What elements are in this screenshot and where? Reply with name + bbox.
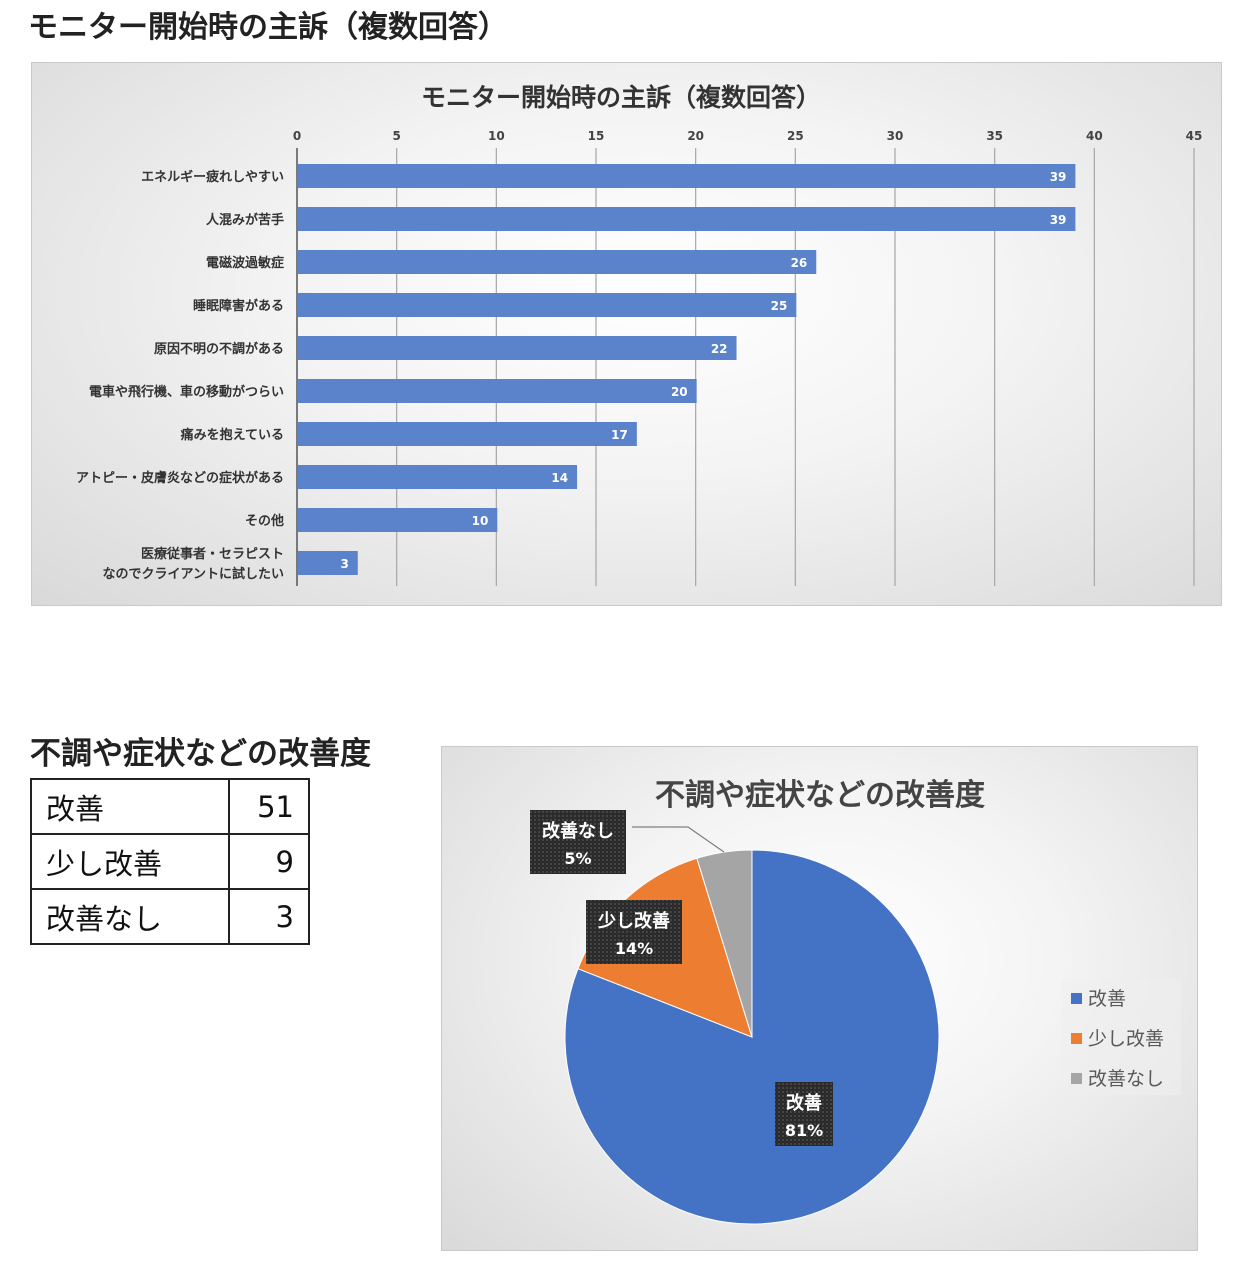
- x-tick-label: 20: [687, 129, 704, 143]
- pie-data-label-percent: 5%: [564, 849, 591, 868]
- bar: [298, 508, 498, 532]
- table-cell-label: 少し改善: [30, 833, 230, 890]
- table-cell-label: 改善: [30, 778, 230, 835]
- improvement-section-heading: 不調や症状などの改善度: [30, 736, 371, 772]
- x-tick-label: 35: [986, 129, 1003, 143]
- bar-data-label: 39: [1050, 213, 1067, 227]
- legend-swatch: [1071, 1033, 1082, 1044]
- pie-data-label-name: 改善なし: [542, 820, 614, 842]
- bar-data-label: 17: [611, 428, 628, 442]
- pie-data-label-percent: 81%: [785, 1121, 823, 1140]
- y-category-label: アトピー・皮膚炎などの症状がある: [76, 470, 284, 486]
- bar: [298, 422, 637, 446]
- y-category-label: その他: [245, 513, 284, 529]
- y-category-label: 電車や飛行機、車の移動がつらい: [89, 384, 284, 400]
- pie-data-label-box: [586, 900, 682, 964]
- table-row: 改善 51: [30, 778, 310, 835]
- pie-chart-panel: 不調や症状などの改善度 改善 81% 少し改善 14% 改善なし 5% 改善 少し改善 改善なし: [441, 746, 1198, 1251]
- legend-swatch: [1071, 1073, 1082, 1084]
- bar-data-label: 3: [340, 557, 348, 571]
- legend-label: 改善なし: [1088, 1068, 1164, 1090]
- pie-data-label-name: 改善: [786, 1092, 822, 1114]
- y-category-label: 電磁波過敏症: [206, 255, 284, 271]
- y-category-label: 痛みを抱えている: [180, 427, 284, 443]
- bar-chart-panel: モニター開始時の主訴（複数回答） 0 5 10 15 20 25 30 35 40 45 39 エネル…: [31, 62, 1222, 606]
- y-category-label: なのでクライアントに試したい: [103, 566, 284, 582]
- x-tick-label: 5: [392, 129, 400, 143]
- improvement-table: 改善 51 少し改善 9 改善なし 3: [30, 778, 310, 945]
- bar-chart: モニター開始時の主訴（複数回答） 0 5 10 15 20 25 30 35 40 45 39 エネル…: [76, 83, 1203, 586]
- table-cell-value: 51: [228, 778, 310, 835]
- pie-data-label-box: [775, 1082, 833, 1146]
- bar: [298, 336, 737, 360]
- table-cell-value: 3: [228, 888, 310, 945]
- y-category-label: 原因不明の不調がある: [154, 341, 284, 357]
- bar-data-label: 26: [791, 256, 808, 270]
- y-category-label: 人混みが苦手: [206, 212, 284, 228]
- bar-chart-title: モニター開始時の主訴（複数回答）: [421, 83, 821, 112]
- x-tick-label: 30: [887, 129, 904, 143]
- bar-data-label: 25: [771, 299, 788, 313]
- bar: [298, 250, 817, 274]
- pie-data-label-percent: 14%: [615, 939, 653, 958]
- y-category-label: エネルギー疲れしやすい: [141, 169, 284, 185]
- bar: [298, 293, 797, 317]
- bar: [298, 465, 578, 489]
- bar: [298, 379, 697, 403]
- x-tick-label: 40: [1086, 129, 1103, 143]
- table-row: 少し改善 9: [30, 833, 310, 890]
- pie-data-label-box: [530, 810, 626, 874]
- pie-data-label-name: 少し改善: [597, 910, 670, 932]
- table-row: 改善なし 3: [30, 888, 310, 945]
- bar-data-label: 22: [711, 342, 728, 356]
- y-category-label: 睡眠障害がある: [193, 298, 284, 314]
- x-tick-label: 45: [1186, 129, 1203, 143]
- x-tick-label: 15: [588, 129, 605, 143]
- bar: [298, 551, 358, 575]
- y-category-label: 医療従事者・セラピスト: [141, 546, 284, 562]
- bar-data-label: 10: [472, 514, 489, 528]
- legend-label: 少し改善: [1088, 1028, 1164, 1050]
- bar-data-label: 20: [671, 385, 688, 399]
- table-cell-value: 9: [228, 833, 310, 890]
- x-tick-label: 0: [293, 129, 301, 143]
- legend-swatch: [1071, 993, 1082, 1004]
- bar-data-label: 14: [551, 471, 568, 485]
- bar: [298, 164, 1076, 188]
- pie-chart-title: 不調や症状などの改善度: [655, 778, 985, 813]
- bar: [298, 207, 1076, 231]
- table-cell-label: 改善なし: [30, 888, 230, 945]
- bar-section-heading: モニター開始時の主訴（複数回答）: [28, 10, 508, 45]
- x-tick-label: 10: [488, 129, 505, 143]
- leader-line: [632, 826, 725, 853]
- bar-data-label: 39: [1050, 170, 1067, 184]
- pie-slice: [696, 849, 753, 1038]
- legend-label: 改善: [1088, 988, 1126, 1010]
- x-tick-label: 25: [787, 129, 804, 143]
